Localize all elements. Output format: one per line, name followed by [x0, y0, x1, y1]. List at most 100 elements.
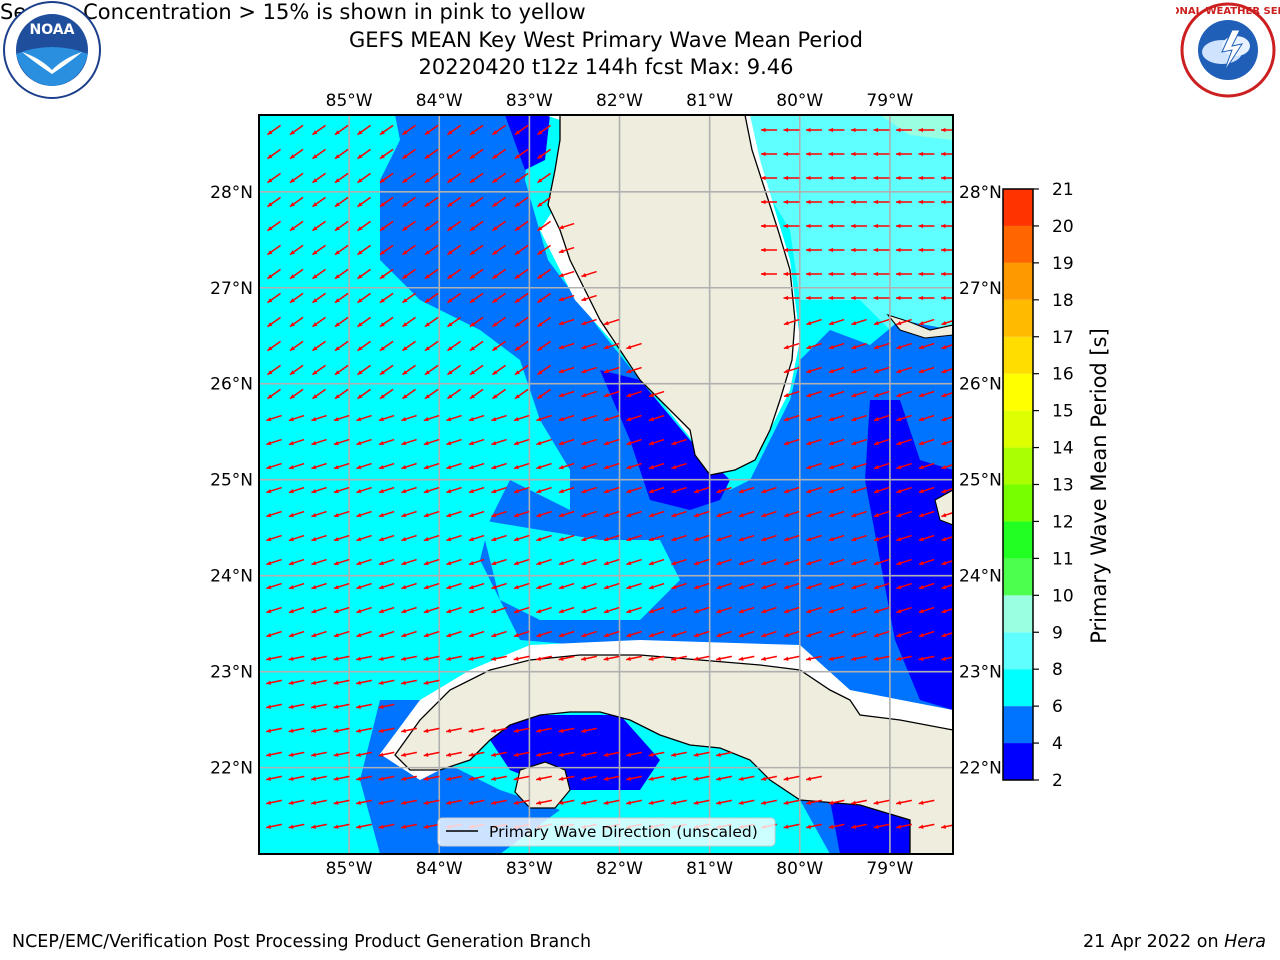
wave-arrow [918, 438, 935, 446]
wave-arrow [828, 655, 845, 661]
wave-arrow [851, 127, 867, 133]
wave-arrow [288, 799, 305, 805]
wave-arrow [424, 148, 439, 160]
wave-arrow [558, 390, 575, 398]
wave-arrow [468, 534, 485, 542]
wave-arrow [447, 364, 461, 376]
wave-arrow [783, 630, 800, 638]
wave-arrow [581, 438, 597, 446]
wave-arrow [492, 124, 506, 136]
wave-arrow [918, 630, 935, 638]
wave-arrow [806, 223, 822, 229]
wave-arrow [356, 534, 372, 542]
wave-arrow [289, 316, 304, 328]
wave-arrow [288, 727, 305, 733]
wave-arrow [312, 244, 326, 256]
wave-arrow [468, 582, 485, 590]
wave-arrow [851, 247, 867, 253]
colorbar-segment [1003, 373, 1033, 411]
wave-arrow [851, 606, 867, 614]
wave-arrow [648, 799, 665, 805]
wave-arrow [626, 486, 642, 494]
wave-arrow [896, 295, 912, 301]
wave-arrow [469, 172, 484, 184]
lon-label-bottom: 82°W [596, 859, 643, 879]
wave-arrow [603, 606, 620, 614]
wave-arrow [266, 751, 282, 757]
wave-arrow [334, 244, 349, 256]
wave-arrow [267, 172, 281, 184]
wave-arrow [446, 558, 462, 566]
wave-arrow [266, 679, 282, 685]
wave-arrow [896, 799, 912, 805]
wave-arrow [671, 582, 687, 590]
wave-arrow [806, 175, 822, 181]
wave-arrow [581, 799, 597, 805]
colorbar-tick-label: 18 [1052, 291, 1074, 311]
wave-arrow [356, 823, 372, 829]
wave-arrow [626, 414, 642, 422]
wave-arrow [603, 534, 620, 542]
wave-arrow [851, 271, 867, 277]
wave-arrow [402, 388, 416, 400]
wave-arrow [378, 823, 395, 829]
wave-arrow [266, 799, 282, 805]
wave-arrow [851, 630, 867, 638]
wave-arrow [581, 751, 597, 757]
wave-arrow [288, 703, 305, 709]
wave-arrow [333, 534, 350, 542]
wave-arrow [693, 799, 710, 805]
wave-arrow [266, 462, 282, 470]
wave-arrow [828, 823, 845, 829]
wave-arrow [424, 388, 439, 400]
lat-label-right: 28°N [959, 183, 1002, 203]
wave-arrow [536, 630, 552, 638]
wave-arrow [783, 390, 800, 398]
wave-arrow [312, 172, 326, 184]
wave-arrow [851, 342, 867, 350]
wave-arrow [648, 751, 665, 757]
wave-arrow [356, 438, 372, 446]
wave-arrow [581, 606, 597, 614]
wave-arrow [334, 196, 349, 208]
wave-arrow [806, 655, 822, 661]
wave-arrow [492, 340, 506, 352]
wave-arrow [267, 220, 281, 232]
colorbar-tick-label: 4 [1052, 734, 1063, 754]
wave-arrow [851, 582, 867, 590]
wave-arrow [423, 414, 440, 422]
wave-arrow [896, 199, 912, 205]
wave-arrow [558, 246, 575, 254]
lat-label-right: 26°N [959, 375, 1002, 395]
sea-ice-note: Sea Ice Concentration > 15% is shown in … [0, 0, 586, 24]
wave-arrow [828, 127, 845, 133]
wave-arrow [828, 295, 845, 301]
wave-arrow [806, 582, 822, 590]
period-band-9-10 [880, 115, 953, 140]
wave-arrow [447, 124, 461, 136]
wave-arrow [378, 775, 395, 781]
wave-arrow [401, 799, 417, 805]
wave-arrow [266, 558, 282, 566]
wave-arrow [312, 316, 326, 328]
wave-arrow [603, 486, 620, 494]
wave-arrow [783, 175, 800, 181]
wave-arrow [671, 438, 687, 446]
wave-arrow [558, 414, 575, 422]
wave-arrow [378, 751, 395, 757]
wave-arrow [513, 462, 530, 470]
wave-arrow [379, 388, 394, 400]
colorbar-segment [1003, 410, 1033, 448]
wave-arrow [648, 558, 665, 566]
wave-arrow [492, 244, 506, 256]
wave-arrow [469, 124, 484, 136]
wave-arrow [267, 124, 281, 136]
wave-arrow [267, 244, 281, 256]
wave-arrow [558, 655, 575, 661]
wave-arrow [468, 727, 485, 733]
wave-arrow [536, 606, 552, 614]
wave-arrow [783, 606, 800, 614]
colorbar-segment [1003, 262, 1033, 300]
wave-arrow [761, 175, 777, 181]
wave-arrow [851, 534, 867, 542]
